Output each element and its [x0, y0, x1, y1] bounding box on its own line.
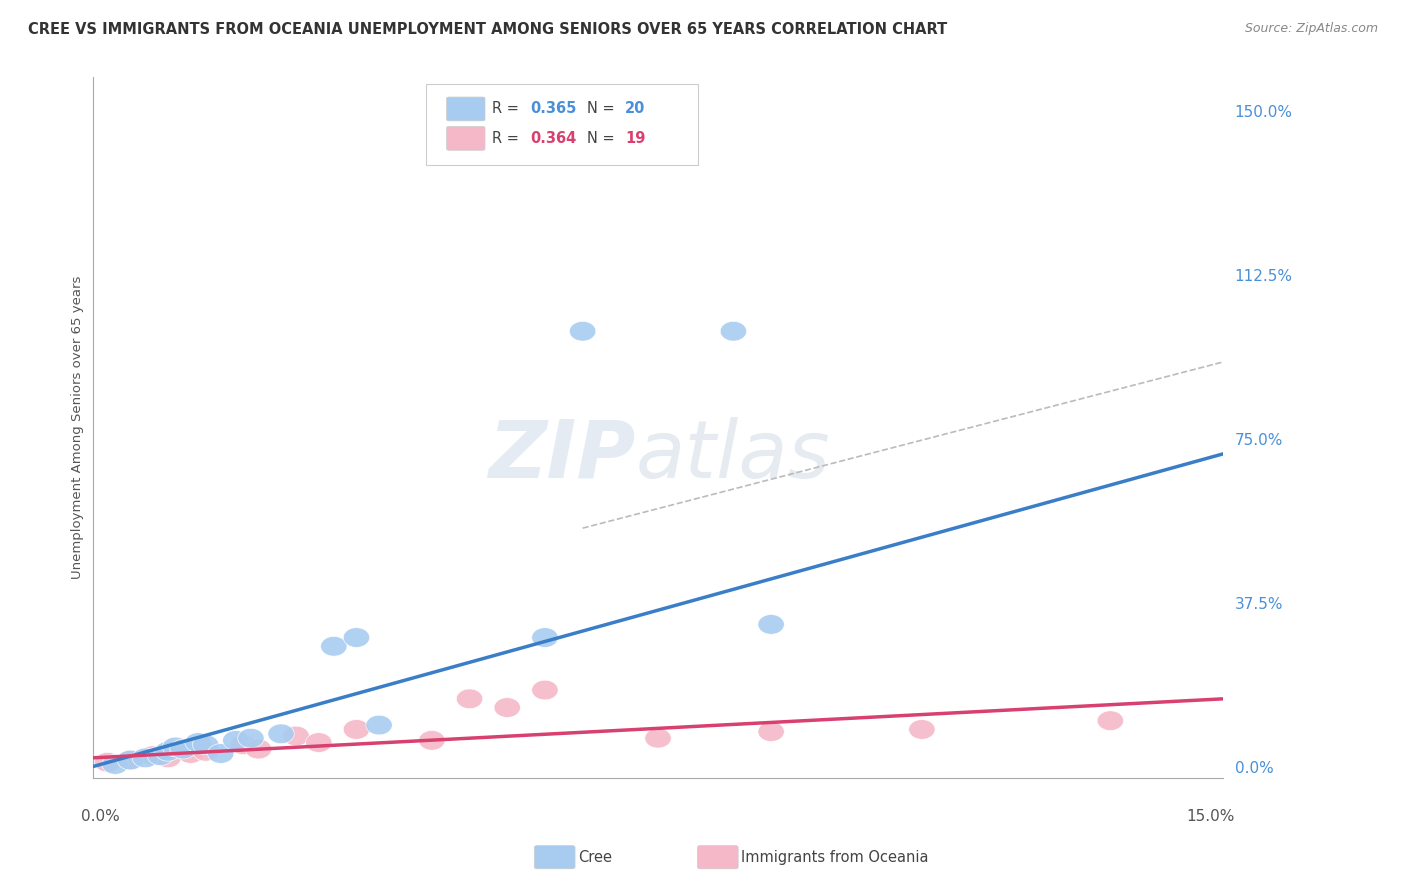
Text: Cree: Cree	[578, 850, 612, 864]
Ellipse shape	[94, 753, 121, 772]
FancyBboxPatch shape	[447, 127, 485, 150]
Text: 0.0%: 0.0%	[1234, 761, 1274, 776]
Text: 0.365: 0.365	[530, 102, 576, 117]
Text: Source: ZipAtlas.com: Source: ZipAtlas.com	[1244, 22, 1378, 36]
Ellipse shape	[193, 735, 219, 755]
Ellipse shape	[193, 741, 219, 761]
Ellipse shape	[366, 715, 392, 735]
Ellipse shape	[908, 720, 935, 739]
Ellipse shape	[208, 744, 233, 764]
Text: 0.364: 0.364	[530, 131, 576, 146]
Ellipse shape	[1097, 711, 1123, 731]
Ellipse shape	[758, 722, 785, 741]
Ellipse shape	[531, 681, 558, 700]
Text: R =: R =	[492, 131, 523, 146]
Ellipse shape	[494, 698, 520, 717]
Ellipse shape	[103, 755, 128, 774]
Text: R =: R =	[492, 102, 523, 117]
FancyBboxPatch shape	[426, 85, 697, 165]
Ellipse shape	[343, 628, 370, 648]
Ellipse shape	[758, 615, 785, 634]
Text: 20: 20	[626, 102, 645, 117]
Text: 150.0%: 150.0%	[1234, 105, 1292, 120]
Ellipse shape	[305, 732, 332, 753]
Ellipse shape	[139, 746, 166, 765]
Ellipse shape	[222, 731, 249, 750]
Text: 15.0%: 15.0%	[1187, 809, 1234, 824]
Text: CREE VS IMMIGRANTS FROM OCEANIA UNEMPLOYMENT AMONG SENIORS OVER 65 YEARS CORRELA: CREE VS IMMIGRANTS FROM OCEANIA UNEMPLOY…	[28, 22, 948, 37]
Y-axis label: Unemployment Among Seniors over 65 years: Unemployment Among Seniors over 65 years	[72, 276, 84, 579]
Text: 37.5%: 37.5%	[1234, 598, 1284, 612]
Ellipse shape	[419, 731, 446, 750]
Text: N =: N =	[586, 131, 619, 146]
Ellipse shape	[117, 750, 143, 770]
Ellipse shape	[245, 739, 271, 759]
Ellipse shape	[283, 726, 309, 746]
FancyBboxPatch shape	[447, 97, 485, 120]
Text: atlas: atlas	[636, 417, 830, 494]
Ellipse shape	[155, 741, 181, 761]
Text: 0.0%: 0.0%	[82, 809, 120, 824]
Ellipse shape	[720, 321, 747, 341]
Ellipse shape	[645, 729, 671, 748]
Ellipse shape	[531, 628, 558, 648]
Ellipse shape	[231, 735, 256, 755]
Ellipse shape	[238, 729, 264, 748]
Ellipse shape	[155, 748, 181, 768]
Text: N =: N =	[586, 102, 619, 117]
Ellipse shape	[457, 689, 482, 708]
Ellipse shape	[177, 744, 204, 764]
Ellipse shape	[117, 750, 143, 770]
Ellipse shape	[186, 732, 211, 753]
Text: ZIP: ZIP	[488, 417, 636, 494]
Ellipse shape	[162, 737, 188, 756]
Ellipse shape	[343, 720, 370, 739]
Text: Immigrants from Oceania: Immigrants from Oceania	[741, 850, 928, 864]
Ellipse shape	[170, 739, 197, 759]
Text: 19: 19	[626, 131, 645, 146]
Ellipse shape	[148, 746, 173, 765]
Ellipse shape	[569, 321, 596, 341]
Text: 75.0%: 75.0%	[1234, 434, 1282, 448]
Text: 112.5%: 112.5%	[1234, 269, 1292, 284]
Ellipse shape	[269, 724, 294, 744]
Ellipse shape	[321, 637, 347, 657]
Ellipse shape	[132, 748, 159, 768]
